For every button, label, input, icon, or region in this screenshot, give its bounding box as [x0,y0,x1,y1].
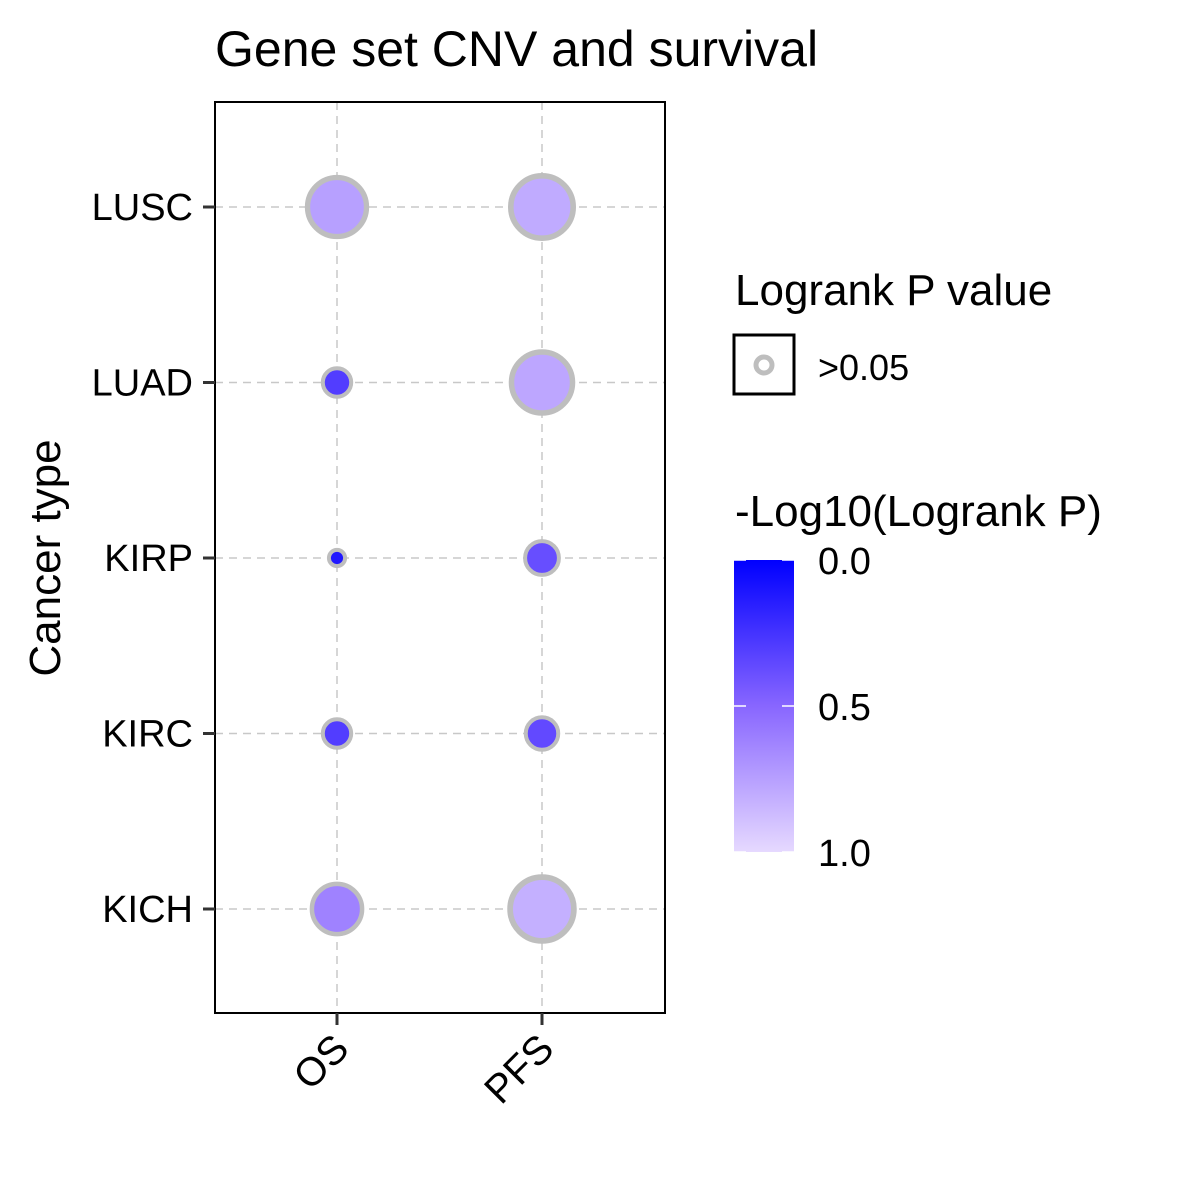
size-legend-title: Logrank P value [735,266,1052,315]
size-legend-label: >0.05 [818,347,909,388]
data-points [304,172,577,944]
y-tick-label: KICH [102,889,193,931]
colorbar-tick-label: 0.0 [818,541,871,583]
data-point-kirp-pfs [523,539,561,577]
data-point-kirc-pfs [523,715,561,752]
size-legend-symbol [753,354,775,376]
colorbar-ticks: 0.0 0.5 1.0 [734,541,871,875]
y-tick-label: LUSC [92,187,193,229]
x-axis: OS PFS [285,1013,562,1112]
y-axis: LUSC LUAD KIRP KIRC KICH [92,187,215,931]
data-point-lusc-pfs [507,172,577,242]
colorbar-tick-label: 1.0 [818,833,871,875]
data-point-kirp-os [326,547,348,569]
plot-panel [214,101,666,1014]
data-point-lusc-os [304,174,370,240]
chart-title: Gene set CNV and survival [215,21,818,77]
data-point-kich-pfs [507,874,577,944]
data-point-luad-os [320,366,354,399]
color-legend-title: -Log10(Logrank P) [735,487,1102,536]
data-point-kich-os [309,881,365,937]
data-point-luad-pfs [508,349,576,416]
size-legend-key [732,333,796,396]
y-tick-label: KIRC [102,714,193,756]
colorbar-tick-label: 0.5 [818,687,871,729]
x-tick-label: OS [285,1026,357,1098]
x-tick-label: PFS [476,1026,562,1112]
legend: Logrank P value >0.05 -Log10(Logrank P) … [732,266,1102,875]
y-axis-title: Cancer type [21,439,70,676]
data-point-kirc-os [320,717,354,750]
y-tick-label: KIRP [104,538,193,580]
y-tick-label: LUAD [92,363,193,405]
